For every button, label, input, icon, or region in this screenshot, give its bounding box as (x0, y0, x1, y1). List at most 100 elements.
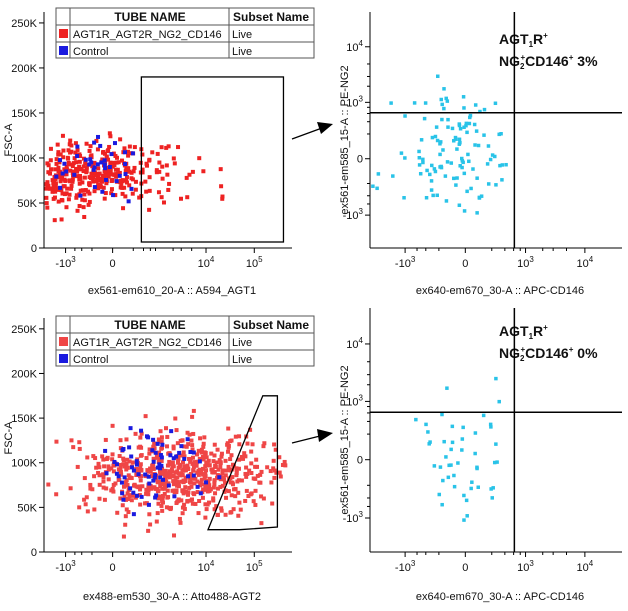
y-axis-title: ex561-em585_15-A :: PE-NG2 (339, 365, 351, 514)
legend-row-tube: AGT1R_AGT2R_NG2_CD146 (73, 337, 222, 349)
quadrant-event-point (498, 163, 502, 168)
sample-event-point (230, 475, 235, 480)
sample-event-point (273, 447, 278, 452)
sample-event-point (51, 196, 56, 201)
sample-event-point (114, 155, 119, 160)
sample-event-point (196, 511, 201, 516)
sample-event-point (97, 465, 102, 470)
sample-event-point (182, 502, 187, 507)
sample-event-point (231, 482, 236, 487)
sample-event-point (164, 426, 169, 431)
quadrant-event-point (458, 164, 462, 168)
sample-event-point (77, 152, 82, 157)
sample-event-point (114, 172, 119, 177)
quadrant-event-point (494, 183, 498, 187)
control-event-point (96, 134, 101, 139)
sample-event-point (86, 202, 91, 207)
quadrant-event-point (459, 156, 464, 161)
sample-event-point (180, 511, 185, 516)
sample-event-point (219, 184, 224, 189)
sample-event-point (198, 470, 203, 475)
sample-event-point (223, 473, 228, 478)
sample-event-point (220, 194, 225, 199)
control-event-point (107, 165, 112, 170)
sample-event-point (182, 454, 187, 459)
quadrant-event-point (427, 442, 431, 446)
sample-event-point (171, 482, 176, 487)
sample-event-point (178, 196, 183, 201)
x-tick-label: 104 (198, 559, 215, 574)
control-event-point (188, 450, 193, 455)
sample-event-point (162, 491, 167, 496)
sample-event-point (203, 454, 208, 459)
x-tick-label: 0 (462, 562, 468, 574)
sample-event-point (75, 147, 80, 152)
sample-event-point (75, 464, 80, 469)
x-tick-label: 103 (517, 559, 534, 574)
sample-event-point (54, 157, 59, 162)
sample-event-point (154, 170, 159, 175)
control-event-point (198, 491, 203, 496)
control-event-point (147, 481, 152, 486)
sample-event-point (249, 470, 254, 475)
sample-event-point (118, 137, 123, 142)
sample-event-point (72, 156, 77, 161)
sample-event-point (118, 469, 123, 474)
sample-event-point (156, 501, 161, 506)
quadrant-event-point (430, 163, 434, 168)
sample-event-point (170, 464, 175, 469)
sample-event-point (195, 490, 200, 495)
sample-event-point (174, 488, 179, 493)
sample-event-point (201, 466, 206, 471)
sample-event-point (96, 182, 101, 187)
sample-event-point (236, 513, 241, 518)
sample-event-point (283, 463, 288, 468)
quadrant-event-point (452, 139, 456, 143)
sample-event-point (146, 528, 151, 533)
sample-event-point (172, 161, 177, 166)
quadrant-event-point (460, 448, 464, 452)
sample-event-point (160, 482, 165, 487)
sample-event-point (59, 188, 64, 193)
sample-event-point (56, 175, 61, 180)
sample-event-point (226, 449, 231, 454)
sample-event-point (45, 185, 50, 190)
sample-event-point (218, 464, 223, 469)
sample-event-point (100, 454, 105, 459)
sample-event-point (125, 491, 130, 496)
sample-event-point (151, 456, 156, 461)
control-event-point (160, 477, 165, 482)
annotation-ng: NG (499, 53, 520, 69)
quadrant-event-point (403, 114, 407, 118)
sample-event-point (159, 446, 164, 451)
sample-event-point (171, 156, 176, 161)
sample-event-point (211, 498, 216, 503)
quadrant-event-point (462, 518, 466, 522)
y-tick-label: 104 (346, 336, 363, 351)
quadrant-event-point (452, 484, 457, 489)
sample-event-point (147, 451, 152, 456)
sample-event-point (183, 485, 188, 490)
sample-event-point (74, 195, 79, 200)
quadrant-event-point (474, 129, 479, 133)
sample-event-point (97, 473, 102, 478)
control-event-point (103, 166, 108, 171)
sample-event-point (228, 510, 233, 515)
sample-event-point (179, 498, 184, 503)
sample-event-point (60, 191, 65, 196)
quadrant-event-point (486, 144, 491, 148)
quadrant-event-point (447, 463, 451, 468)
quadrant-event-point (488, 157, 493, 162)
quadrant-event-point (452, 473, 456, 478)
control-event-point (119, 480, 124, 485)
sample-event-point (78, 174, 83, 179)
sample-event-point (127, 183, 132, 188)
sample-event-point (219, 506, 224, 511)
sample-event-point (220, 468, 225, 473)
y-tick-label: 0 (31, 243, 37, 255)
sample-event-point (272, 475, 277, 480)
y-tick-label: 150K (11, 413, 37, 425)
sample-event-point (101, 485, 106, 490)
x-tick-label: -103 (55, 559, 76, 574)
